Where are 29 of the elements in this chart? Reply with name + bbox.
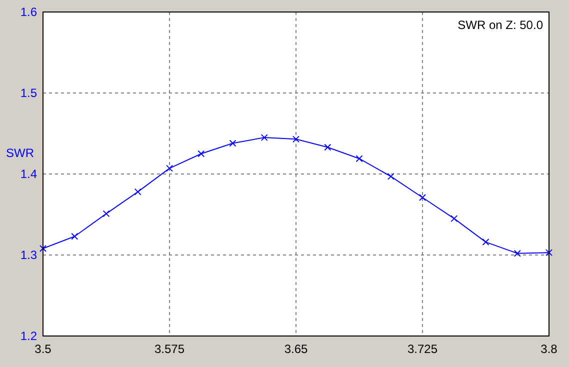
point [546, 249, 552, 256]
y-tick-label: 1.5 [20, 86, 38, 100]
point [324, 144, 332, 151]
point [134, 188, 142, 196]
point [419, 194, 426, 201]
point [387, 172, 394, 180]
point [229, 140, 236, 147]
x-tick-label: 3.8 [540, 342, 558, 356]
point [198, 150, 205, 158]
point [40, 245, 46, 252]
x-tick-label: 3.5 [34, 342, 52, 356]
y-tick-label: 1.2 [20, 329, 38, 343]
point [71, 232, 78, 240]
x-tick-label: 3.65 [284, 342, 308, 356]
point [450, 215, 458, 222]
point [292, 136, 300, 143]
x-tick-label: 3.575 [154, 342, 185, 356]
y-tick-label: 1.4 [20, 167, 38, 181]
point [514, 250, 521, 257]
y-tick-label: 1.6 [20, 5, 38, 19]
y-tick-label: 1.3 [20, 248, 38, 262]
point [166, 164, 173, 172]
point [260, 134, 268, 142]
annotation: SWR on Z: 50.0 [458, 18, 544, 32]
point [482, 238, 490, 246]
y-axis-title: SWR [6, 146, 34, 160]
point [356, 155, 363, 162]
point [102, 210, 110, 218]
x-tick-label: 3.725 [407, 342, 438, 356]
